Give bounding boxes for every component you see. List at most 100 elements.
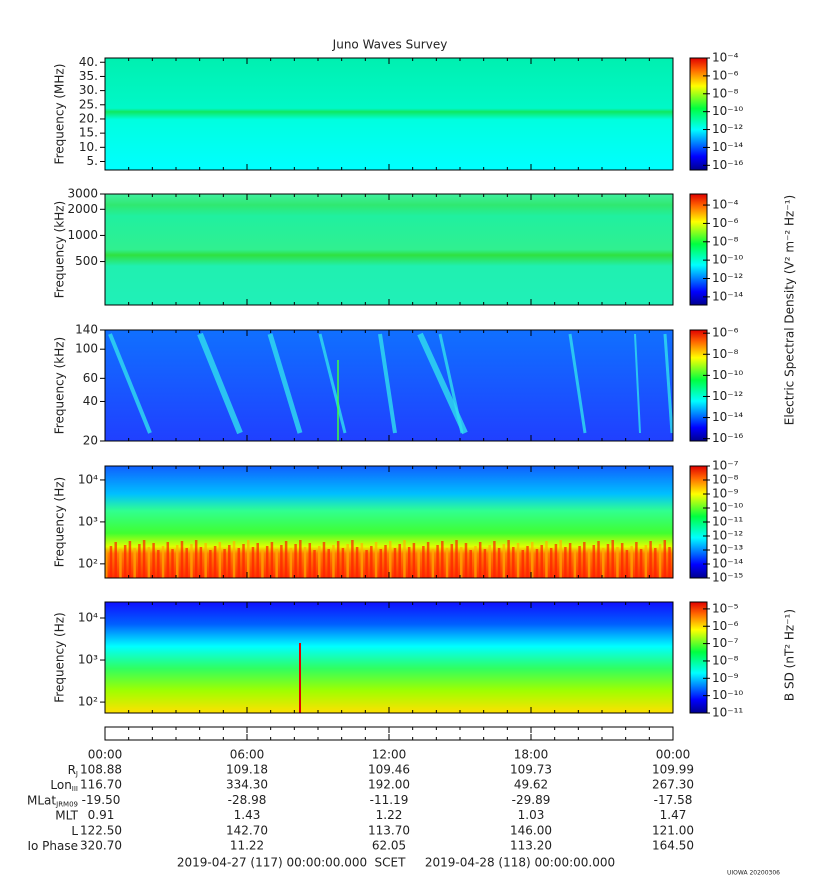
emission-column (360, 543, 364, 578)
ephemeris-value: 192.00 (368, 778, 410, 792)
emission-streak (568, 333, 587, 434)
emission-column (521, 550, 525, 578)
emission-column (559, 540, 562, 578)
y-tick-label: 10² (78, 556, 98, 570)
ephemeris-value: 11.22 (230, 839, 264, 853)
ephemeris-value: 1.43 (234, 808, 261, 822)
y-tick-label: 100 (75, 342, 98, 356)
ephemeris-label-sub: JRM09 (55, 800, 78, 808)
emission-column (247, 540, 250, 578)
ephemeris-value: 0.91 (88, 808, 115, 822)
emission-column (460, 547, 463, 578)
emission-column (597, 541, 600, 578)
emission-column (128, 541, 132, 578)
emission-streak (438, 333, 464, 434)
ephemeris-label: L (71, 823, 78, 837)
emission-column (313, 550, 316, 578)
colorbar (689, 193, 708, 306)
colorbar-tick-label: 10⁻⁷ (712, 459, 739, 473)
emission-column (393, 548, 397, 578)
colorbar-tick-label: 10⁻⁹ (712, 671, 739, 685)
x-tick-label: 00:00 (88, 748, 123, 762)
emission-column (341, 548, 345, 578)
emission-column (370, 546, 373, 578)
spectrogram-image (105, 602, 673, 713)
y-tick-label: 15. (79, 126, 98, 140)
ephemeris-value: 49.62 (514, 778, 548, 792)
ephemeris-value: 109.46 (368, 763, 410, 777)
y-tick-label: 10⁴ (78, 610, 98, 624)
emission-column (602, 548, 605, 578)
emission-column (516, 543, 520, 578)
emission-column (412, 543, 416, 578)
ephemeris-label-main: R (68, 763, 76, 777)
colorbar-tick-label: 10⁻¹² (712, 122, 743, 136)
colorbar-tick-label: 10⁻¹⁴ (712, 289, 743, 303)
colorbar-tick-label: 10⁻⁸ (712, 473, 739, 487)
emission-column (213, 546, 217, 578)
ephemeris-value: 109.73 (510, 763, 552, 777)
emission-column (502, 544, 506, 578)
ephemeris-label-sub: J (75, 770, 78, 778)
emission-column (327, 549, 330, 578)
ephemeris-value: 62.05 (372, 839, 406, 853)
ephemeris-label: MLT (55, 808, 78, 822)
y-tick-label: 30. (79, 83, 98, 97)
ephemeris-value: 121.00 (652, 823, 694, 837)
y-tick-label: 500 (75, 254, 98, 268)
y-tick-label: 10² (78, 695, 98, 709)
y-tick-label: 3000 (67, 187, 98, 201)
ephemeris-value: -11.19 (370, 793, 409, 807)
y-tick-label: 35. (79, 69, 98, 83)
ephemeris-label: Io Phase (27, 839, 78, 853)
emission-column (455, 540, 458, 578)
emission-column (109, 546, 113, 578)
ephemeris-label-main: Io Phase (27, 839, 78, 853)
emission-column (639, 549, 643, 578)
emission-column (526, 546, 529, 578)
y-tick-label: 20. (79, 111, 98, 125)
colorbar-tick-label: 10⁻¹⁰ (712, 253, 743, 267)
colorbar-tick-label: 10⁻¹⁵ (712, 571, 743, 585)
colorbar-tick-label: 10⁻¹² (712, 271, 743, 285)
ephemeris-value: 1.22 (376, 808, 403, 822)
emission-column (336, 541, 340, 578)
footer-end: 2019-04-28 (118) 00:00:00.000 (425, 856, 615, 870)
colorbar-label: B SD (nT² Hz⁻¹) (783, 609, 797, 701)
emission-column (417, 550, 420, 578)
x-tick-label: 00:00 (656, 748, 691, 762)
emission-column (422, 546, 425, 578)
emission-column (351, 540, 354, 578)
ephemeris-value: 334.30 (226, 778, 268, 792)
colorbar-label: Electric Spectral Density (V² m⁻² Hz⁻¹) (783, 195, 797, 425)
colorbar-tick-label: 10⁻¹² (712, 529, 743, 543)
emission-column (119, 549, 122, 578)
y-tick-label: 40 (83, 394, 98, 408)
emission-column (152, 543, 155, 578)
emission-column (630, 546, 633, 578)
emission-column (635, 542, 638, 578)
emission-column (256, 543, 259, 578)
colorbar-tick-label: 10⁻¹¹ (712, 515, 743, 529)
emission-column (441, 541, 444, 578)
y-tick-label: 25. (79, 97, 98, 111)
ephemeris-label-main: MLat (27, 793, 56, 807)
footer-start: 2019-04-27 (117) 00:00:00.000 (177, 856, 367, 870)
y-tick-label: 40. (79, 55, 98, 69)
chart-title: Juno Waves Survey (332, 38, 448, 52)
ephemeris-label-sub: III (72, 785, 78, 793)
emission-column (365, 550, 368, 578)
emission-column (261, 550, 264, 578)
emission-column (374, 542, 378, 578)
emission-streak (108, 333, 152, 434)
ephemeris-label: RJ (68, 763, 78, 779)
y-tick-label: 2000 (67, 202, 98, 216)
ephemeris-value: 113.20 (510, 839, 552, 853)
ephemeris-value: 164.50 (652, 839, 694, 853)
emission-column (658, 544, 662, 578)
emission-column (398, 544, 401, 578)
colorbar-tick-label: 10⁻⁴ (712, 51, 739, 65)
colorbar-tick-label: 10⁻⁶ (712, 326, 739, 340)
emission-column (587, 549, 591, 578)
emission-column (564, 547, 567, 578)
